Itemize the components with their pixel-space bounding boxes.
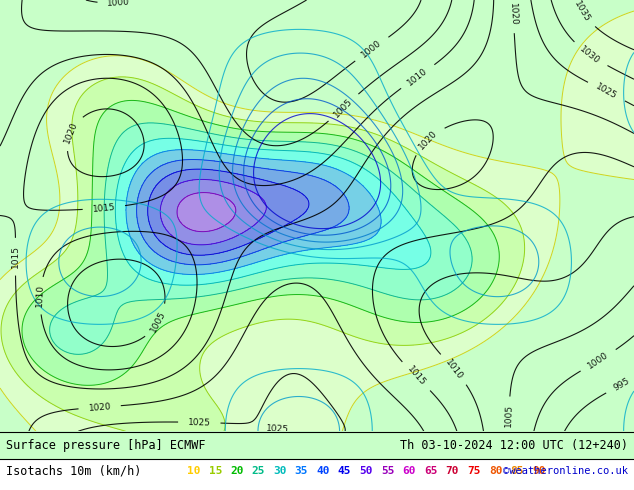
Text: 1005: 1005 — [149, 309, 168, 334]
Text: 30: 30 — [273, 466, 287, 476]
Text: 25: 25 — [252, 466, 265, 476]
Text: 1010: 1010 — [406, 66, 429, 87]
Text: 1015: 1015 — [11, 245, 20, 268]
Text: 995: 995 — [612, 377, 631, 393]
Text: 85: 85 — [510, 466, 524, 476]
Text: 1020: 1020 — [88, 402, 112, 413]
Text: Isotachs 10m (km/h): Isotachs 10m (km/h) — [6, 465, 142, 478]
Text: 35: 35 — [295, 466, 308, 476]
Text: 1020: 1020 — [417, 128, 439, 151]
Text: 1000: 1000 — [586, 350, 611, 371]
Text: 80: 80 — [489, 466, 502, 476]
Text: 60: 60 — [403, 466, 416, 476]
Text: Th 03-10-2024 12:00 UTC (12+240): Th 03-10-2024 12:00 UTC (12+240) — [399, 440, 628, 452]
Text: 1000: 1000 — [107, 0, 131, 8]
Text: 70: 70 — [446, 466, 459, 476]
Text: 1015: 1015 — [92, 202, 116, 214]
Text: 1030: 1030 — [578, 44, 602, 66]
Text: 50: 50 — [359, 466, 373, 476]
Text: 90: 90 — [532, 466, 545, 476]
Text: 1020: 1020 — [63, 121, 79, 145]
Text: 1000: 1000 — [360, 38, 384, 60]
Text: 1025: 1025 — [594, 82, 619, 101]
Text: 1020: 1020 — [508, 3, 518, 26]
Text: 55: 55 — [381, 466, 394, 476]
Text: Surface pressure [hPa] ECMWF: Surface pressure [hPa] ECMWF — [6, 440, 206, 452]
Text: 45: 45 — [338, 466, 351, 476]
Text: 1005: 1005 — [332, 96, 355, 119]
Text: 1010: 1010 — [36, 284, 45, 307]
Text: 20: 20 — [230, 466, 243, 476]
Text: 65: 65 — [424, 466, 437, 476]
Text: 15: 15 — [209, 466, 222, 476]
Text: ©weatheronline.co.uk: ©weatheronline.co.uk — [503, 466, 628, 476]
Text: 75: 75 — [467, 466, 481, 476]
Text: 1035: 1035 — [573, 0, 592, 24]
Text: 1025: 1025 — [188, 417, 211, 427]
Text: 1015: 1015 — [405, 365, 427, 388]
Text: 1010: 1010 — [443, 357, 465, 381]
Text: 10: 10 — [187, 466, 200, 476]
Text: 40: 40 — [316, 466, 330, 476]
Text: 1025: 1025 — [266, 424, 290, 435]
Text: 1005: 1005 — [504, 404, 514, 427]
